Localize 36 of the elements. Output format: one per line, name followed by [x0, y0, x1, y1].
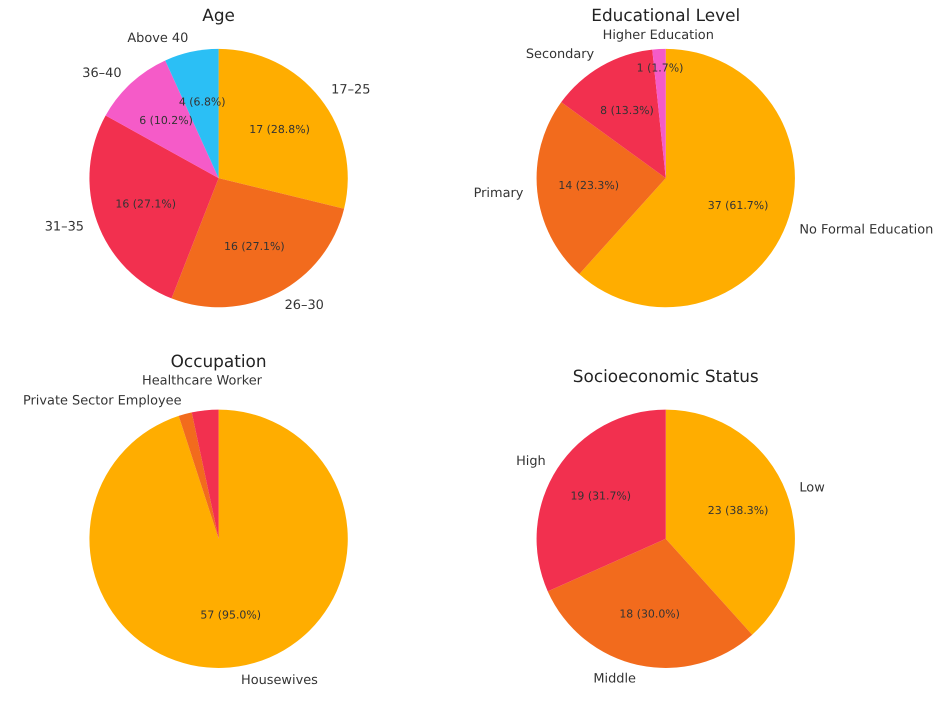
- slice-label: Private Sector Employee: [22, 394, 182, 409]
- pie-slice: [90, 410, 348, 668]
- slice-label: Healthcare Worker: [142, 374, 263, 389]
- slice-label: 17–25: [331, 82, 370, 98]
- slice-label: 26–30: [284, 298, 324, 314]
- slice-label: Higher Education: [602, 28, 714, 44]
- data-label: 6 (10.2%): [139, 114, 193, 128]
- data-label: 19 (31.7%): [570, 490, 632, 503]
- pie-slice: [192, 410, 219, 539]
- data-label: 16 (27.1%): [224, 240, 285, 253]
- data-label: 18 (30.0%): [619, 608, 680, 621]
- pie-slice: [536, 102, 666, 274]
- data-label: 57 (95.0%): [200, 608, 262, 622]
- data-label: 14 (23.3%): [558, 179, 619, 192]
- chart-title: Socioeconomic Status: [572, 366, 759, 386]
- slice-label: High: [516, 454, 546, 469]
- chart-title: Age: [202, 5, 235, 26]
- slice-label: Low: [799, 480, 826, 496]
- slice-label: Housewives: [240, 673, 318, 688]
- pie-slice: [89, 115, 219, 298]
- data-label: 37 (61.7%): [708, 198, 768, 212]
- chart-title: Occupation: [170, 350, 267, 371]
- chart-title: Educational Level: [591, 5, 740, 26]
- slice-label: 31–35: [44, 220, 84, 235]
- slice-label: 36–40: [82, 66, 122, 81]
- slice-label: Above 40: [127, 31, 188, 46]
- slice-label: Middle: [593, 672, 636, 687]
- slice-label: No Formal Education: [799, 222, 934, 238]
- data-label: 17 (28.8%): [249, 123, 310, 136]
- pie-slice: [178, 412, 219, 539]
- pie-slice: [548, 538, 752, 668]
- slice-label: Secondary: [526, 47, 595, 62]
- slice-label: Primary: [474, 186, 524, 202]
- data-label: 23 (38.3%): [708, 504, 768, 517]
- data-label: 16 (27.1%): [115, 197, 176, 210]
- data-label: 8 (13.3%): [600, 104, 654, 117]
